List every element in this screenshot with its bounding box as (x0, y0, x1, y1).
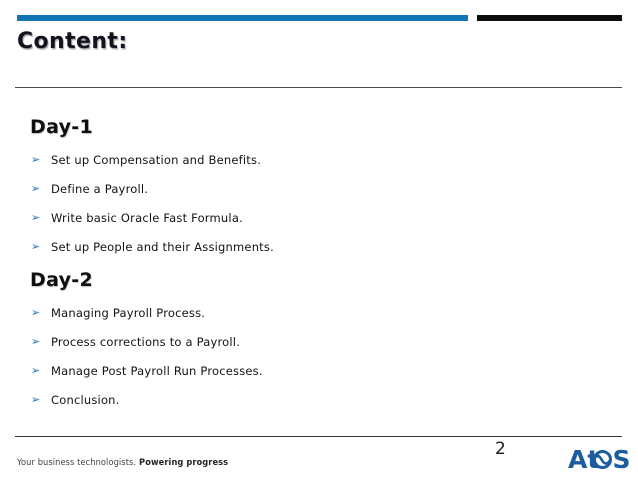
list-item-text: Manage Post Payroll Run Processes. (51, 364, 263, 378)
day-2-list: ➢ Managing Payroll Process. ➢ Process co… (30, 306, 618, 407)
list-item-text: Set up People and their Assignments. (51, 240, 274, 254)
atos-logo: At S (568, 445, 631, 474)
list-item: ➢ Set up Compensation and Benefits. (30, 153, 618, 167)
arrow-bullet-icon: ➢ (31, 335, 41, 348)
header-accent-bar-black (477, 15, 622, 21)
list-item-text: Process corrections to a Payroll. (51, 335, 241, 349)
arrow-bullet-icon: ➢ (31, 364, 41, 377)
slide-body: Day-1 ➢ Set up Compensation and Benefits… (30, 116, 618, 422)
list-item: ➢ Define a Payroll. (30, 182, 618, 196)
footer-divider (15, 436, 622, 437)
slide-title: Content: (17, 29, 128, 54)
atos-o-wave-icon (591, 450, 612, 469)
list-item: ➢ Set up People and their Assignments. (30, 240, 618, 254)
day-1-list: ➢ Set up Compensation and Benefits. ➢ De… (30, 153, 618, 254)
list-item: ➢ Process corrections to a Payroll. (30, 335, 618, 349)
arrow-bullet-icon: ➢ (31, 211, 41, 224)
arrow-bullet-icon: ➢ (31, 153, 41, 166)
list-item: ➢ Conclusion. (30, 393, 618, 407)
list-item-text: Managing Payroll Process. (51, 306, 206, 320)
header-accent-bar-blue (17, 15, 468, 21)
list-item-text: Define a Payroll. (51, 182, 149, 196)
list-item: ➢ Write basic Oracle Fast Formula. (30, 211, 618, 225)
footer-tagline-bold: Powering progress (139, 458, 229, 468)
arrow-bullet-icon: ➢ (31, 182, 41, 195)
list-item: ➢ Manage Post Payroll Run Processes. (30, 364, 618, 378)
title-divider (15, 87, 622, 88)
arrow-bullet-icon: ➢ (31, 306, 41, 319)
list-item-text: Write basic Oracle Fast Formula. (51, 211, 243, 225)
list-item: ➢ Managing Payroll Process. (30, 306, 618, 320)
atos-logo-text-right: S (613, 445, 631, 474)
section-heading-day-2: Day-2 (30, 269, 93, 291)
arrow-bullet-icon: ➢ (31, 240, 41, 253)
page-number: 2 (495, 439, 506, 459)
section-heading-day-1: Day-1 (30, 116, 93, 138)
footer-tagline: Your business technologists. Powering pro… (17, 458, 228, 468)
arrow-bullet-icon: ➢ (31, 393, 41, 406)
list-item-text: Set up Compensation and Benefits. (51, 153, 262, 167)
footer-tagline-regular: Your business technologists. (17, 458, 137, 468)
list-item-text: Conclusion. (51, 393, 120, 407)
